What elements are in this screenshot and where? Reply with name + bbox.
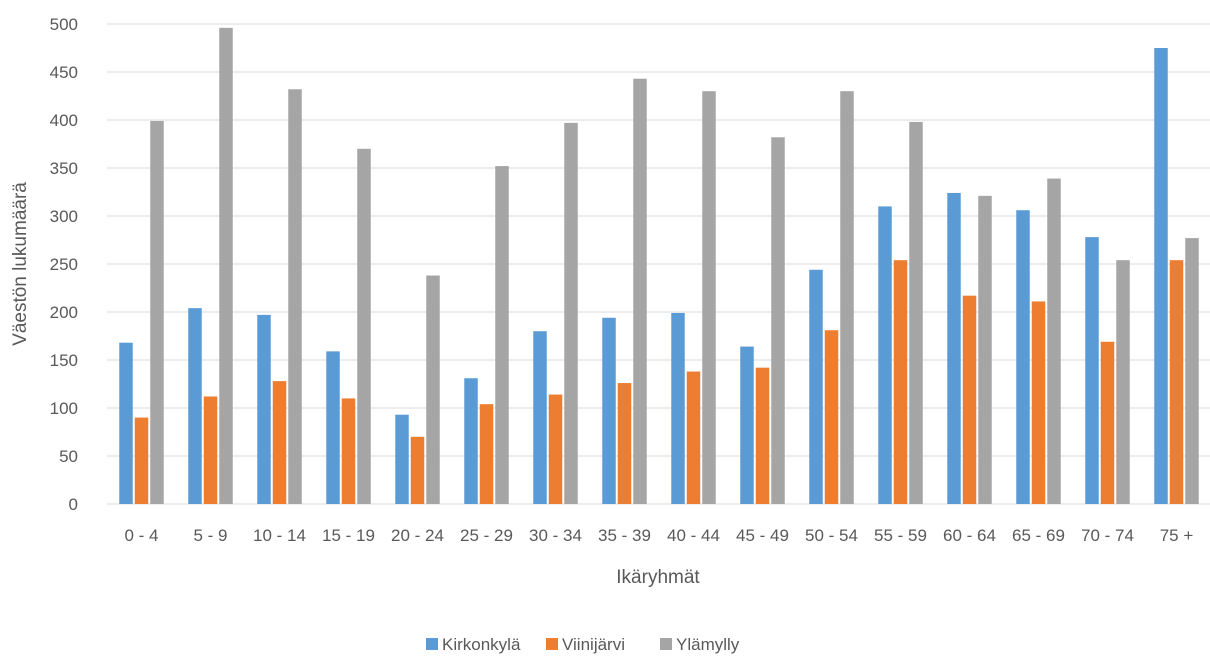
- bar: [909, 121, 923, 505]
- bar: [978, 195, 992, 504]
- bar: [1047, 178, 1061, 504]
- y-tick-label: 250: [50, 255, 78, 274]
- x-axis-ticks: 0 - 4 5 - 9 10 - 14 15 - 19 20 - 24 25 - 29 30…: [124, 526, 1193, 545]
- bar: [564, 122, 578, 504]
- bar: [495, 166, 509, 504]
- bar: [357, 148, 371, 505]
- bar: [119, 342, 133, 504]
- bar: [464, 378, 478, 504]
- x-tick-label: 45 - 49: [736, 526, 789, 545]
- legend-item: Kirkonkylä: [426, 635, 521, 654]
- x-tick-label: 60 - 64: [943, 526, 996, 545]
- legend-swatch: [426, 638, 438, 650]
- bar: [893, 260, 908, 504]
- bar: [395, 414, 409, 504]
- x-tick-label: 65 - 69: [1012, 526, 1065, 545]
- bar: [962, 295, 977, 504]
- bar: [702, 91, 716, 504]
- legend: Kirkonkylä Viinijärvi Ylämylly: [426, 635, 740, 654]
- y-tick-label: 350: [50, 159, 78, 178]
- bar: [533, 331, 547, 504]
- x-axis-title: Ikäryhmät: [616, 567, 700, 588]
- bar: [617, 383, 632, 504]
- y-tick-label: 300: [50, 207, 78, 226]
- bar: [824, 330, 839, 504]
- legend-item: Viinijärvi: [546, 635, 625, 654]
- y-axis-title: Väestön lukumäärä: [10, 182, 31, 346]
- bar: [426, 275, 440, 504]
- x-tick-label: 35 - 39: [598, 526, 651, 545]
- bar: [809, 269, 823, 504]
- y-tick-label: 450: [50, 63, 78, 82]
- bar: [257, 314, 271, 504]
- bar: [1154, 48, 1168, 504]
- bar: [1185, 238, 1199, 504]
- bar: [1100, 341, 1115, 504]
- bar: [686, 371, 701, 504]
- x-tick-label: 15 - 19: [322, 526, 375, 545]
- bar: [150, 120, 164, 505]
- legend-label: Viinijärvi: [562, 635, 625, 654]
- x-tick-label: 70 - 74: [1081, 526, 1134, 545]
- bar: [134, 417, 149, 504]
- bar: [771, 137, 785, 504]
- bar: [671, 312, 685, 504]
- y-tick-label: 200: [50, 303, 78, 322]
- bar: [1116, 260, 1130, 504]
- y-tick-label: 50: [59, 447, 78, 466]
- bar: [219, 27, 233, 505]
- bar: [341, 398, 356, 504]
- bar: [633, 78, 647, 504]
- y-tick-label: 150: [50, 351, 78, 370]
- y-tick-label: 400: [50, 111, 78, 130]
- bars: [119, 27, 1199, 505]
- y-tick-label: 100: [50, 399, 78, 418]
- x-tick-label: 20 - 24: [391, 526, 444, 545]
- bar: [1031, 301, 1046, 504]
- x-tick-label: 75 +: [1160, 526, 1194, 545]
- bar: [326, 351, 340, 504]
- x-tick-label: 10 - 14: [253, 526, 306, 545]
- bar: [1085, 237, 1099, 504]
- bar: [288, 89, 302, 504]
- x-tick-label: 0 - 4: [124, 526, 158, 545]
- x-tick-label: 30 - 34: [529, 526, 582, 545]
- bar: [878, 206, 892, 504]
- y-tick-label: 500: [50, 15, 78, 34]
- bar: [203, 396, 218, 504]
- bar: [602, 317, 616, 504]
- bar: [840, 91, 854, 504]
- legend-item: Ylämylly: [660, 635, 740, 654]
- x-tick-label: 25 - 29: [460, 526, 513, 545]
- bar: [188, 308, 202, 504]
- bar: [1169, 260, 1184, 504]
- x-tick-label: 5 - 9: [193, 526, 227, 545]
- legend-label: Kirkonkylä: [442, 635, 521, 654]
- x-tick-label: 50 - 54: [805, 526, 858, 545]
- bar: [548, 394, 563, 504]
- y-axis-ticks: 0 50 100 150 200 250 300 350 400 450 500: [50, 15, 78, 514]
- legend-swatch: [660, 638, 672, 650]
- y-tick-label: 0: [69, 495, 78, 514]
- bar: [410, 436, 425, 504]
- x-tick-label: 55 - 59: [874, 526, 927, 545]
- bar: [1016, 210, 1030, 505]
- legend-swatch: [546, 638, 558, 650]
- bar: [740, 346, 754, 504]
- bar: [479, 404, 494, 504]
- bar: [272, 381, 287, 504]
- bar: [755, 367, 770, 504]
- x-tick-label: 40 - 44: [667, 526, 720, 545]
- legend-label: Ylämylly: [676, 635, 740, 654]
- bar: [947, 192, 961, 504]
